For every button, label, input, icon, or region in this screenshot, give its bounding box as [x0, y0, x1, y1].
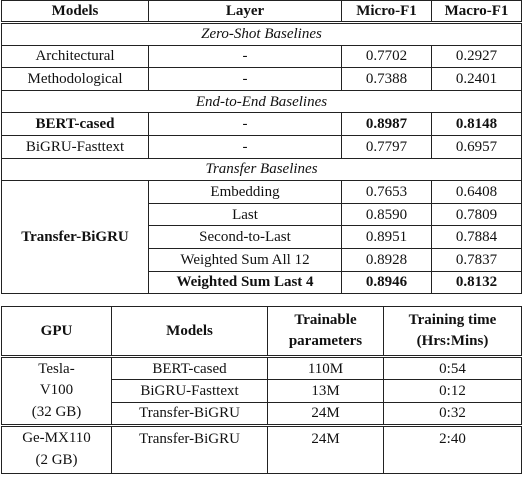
macro-f1-cell: 0.6408 — [431, 180, 522, 204]
micro-f1-cell: 0.8951 — [341, 225, 432, 249]
micro-f1-cell: 0.8946 — [341, 270, 432, 295]
header-trainable-parameters: Trainable parameters — [267, 306, 384, 359]
model-cell: BiGRU-Fasttext — [111, 378, 268, 403]
header-macro-f1: Macro-F1 — [431, 0, 522, 24]
table-row: BiGRU-Fasttext 13M 0:12 — [2, 378, 522, 403]
micro-f1-cell: 0.8987 — [341, 112, 432, 136]
macro-f1-cell: 0.2401 — [431, 67, 522, 91]
layer-cell: Second-to-Last — [148, 225, 342, 249]
gpu-memory-line: (2 GB) — [35, 451, 78, 468]
layer-cell: - — [148, 67, 342, 91]
layer-cell: - — [148, 134, 342, 159]
training-header-row: GPU Models Trainable parameters Training… — [1, 306, 522, 359]
training-cost-table: GPU Models Trainable parameters Training… — [1, 306, 522, 474]
header-layer: Layer — [148, 0, 342, 24]
section-row-zero-shot: Zero-Shot Baselines — [1, 22, 522, 46]
layer-cell: Embedding — [148, 180, 342, 204]
micro-f1-cell: 0.7653 — [341, 180, 432, 204]
time-cell: 2:40 — [383, 423, 522, 474]
table-row: BiGRU-Fasttext - 0.7797 0.6957 — [1, 134, 522, 159]
table-row: Weighted Sum Last 4 0.8946 0.8132 — [2, 270, 522, 295]
gpu-name-line: Tesla- — [38, 360, 75, 377]
model-cell: BERT-cased — [111, 356, 268, 380]
header-training-time: Training time (Hrs:Mins) — [383, 306, 522, 359]
table-row: Transfer-BiGRU 24M 0:32 — [2, 401, 522, 426]
time-cell: 0:12 — [383, 378, 522, 403]
table-row: BERT-cased - 0.8987 0.8148 — [1, 112, 522, 136]
params-cell: 24M — [267, 423, 384, 474]
header-models: Models — [111, 306, 268, 359]
header-models: Models — [1, 0, 149, 24]
section-title: End-to-End Baselines — [1, 89, 522, 114]
macro-f1-cell: 0.7884 — [431, 225, 522, 249]
document: Models Layer Micro-F1 Macro-F1 Zero-Shot… — [1, 0, 522, 474]
micro-f1-cell: 0.7702 — [341, 44, 432, 69]
header-micro-f1: Micro-F1 — [341, 0, 432, 24]
model-cell: Architectural — [1, 44, 149, 69]
micro-f1-cell: 0.7388 — [341, 67, 432, 91]
macro-f1-cell: 0.8132 — [431, 270, 522, 295]
section-row-transfer: Transfer Baselines — [1, 157, 522, 182]
gpu-name-line: V100 — [39, 382, 74, 399]
table-row: Second-to-Last 0.8951 0.7884 — [2, 225, 522, 249]
table-row: Tesla- V100 (32 GB) BERT-cased 110M 0:54 — [1, 356, 522, 426]
micro-f1-cell: 0.8590 — [341, 202, 432, 227]
table-row: Transfer-BiGRU Embedding 0.7653 0.6408 — [1, 180, 522, 295]
section-title: Zero-Shot Baselines — [1, 22, 522, 46]
model-cell: BiGRU-Fasttext — [1, 134, 149, 159]
gpu-name-line: Ge-MX110 — [22, 430, 91, 447]
layer-cell: - — [148, 112, 342, 136]
gpu-cell: Ge-MX110 (2 GB) — [1, 423, 112, 474]
macro-f1-cell: 0.6957 — [431, 134, 522, 159]
layer-cell: - — [148, 44, 342, 69]
layer-cell: Weighted Sum Last 4 — [148, 270, 342, 295]
time-cell: 0:54 — [383, 356, 522, 380]
model-cell: Transfer-BiGRU — [111, 401, 268, 426]
model-cell: Transfer-BiGRU — [111, 423, 268, 474]
gpu-cell: Tesla- V100 (32 GB) — [1, 356, 112, 426]
model-cell: Methodological — [1, 67, 149, 91]
table-row: Methodological - 0.7388 0.2401 — [1, 67, 522, 91]
table-row: Architectural - 0.7702 0.2927 — [1, 44, 522, 69]
section-row-end-to-end: End-to-End Baselines — [1, 89, 522, 114]
time-cell: 0:32 — [383, 401, 522, 426]
layer-cell: Weighted Sum All 12 — [148, 247, 342, 272]
gpu-memory-line: (32 GB) — [31, 403, 82, 420]
model-cell: Transfer-BiGRU — [1, 180, 149, 295]
params-cell: 110M — [267, 356, 384, 380]
macro-f1-cell: 0.2927 — [431, 44, 522, 69]
table-row: Ge-MX110 (2 GB) Transfer-BiGRU 24M 2:40 — [1, 423, 522, 474]
micro-f1-cell: 0.8928 — [341, 247, 432, 272]
results-table: Models Layer Micro-F1 Macro-F1 Zero-Shot… — [1, 0, 522, 295]
section-title: Transfer Baselines — [1, 157, 522, 182]
micro-f1-cell: 0.7797 — [341, 134, 432, 159]
model-cell: BERT-cased — [1, 112, 149, 136]
macro-f1-cell: 0.8148 — [431, 112, 522, 136]
header-gpu: GPU — [1, 306, 112, 359]
macro-f1-cell: 0.7809 — [431, 202, 522, 227]
results-header-row: Models Layer Micro-F1 Macro-F1 — [1, 0, 522, 24]
layer-cell: Last — [148, 202, 342, 227]
params-cell: 24M — [267, 401, 384, 426]
params-cell: 13M — [267, 378, 384, 403]
macro-f1-cell: 0.7837 — [431, 247, 522, 272]
